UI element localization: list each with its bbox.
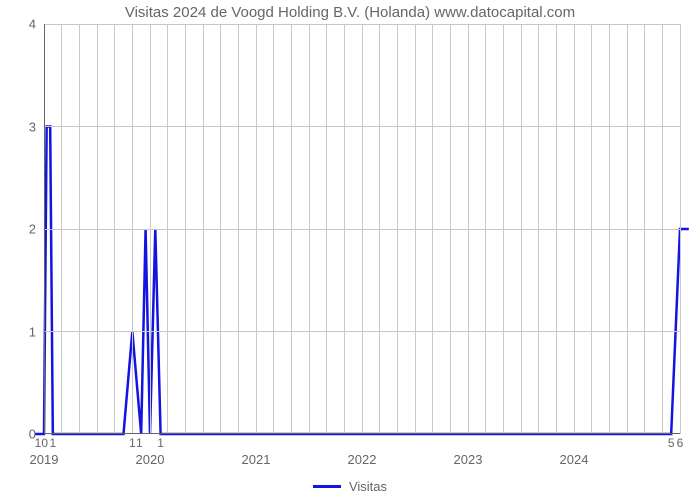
legend: Visitas <box>0 478 700 494</box>
chart-container: Visitas 2024 de Voogd Holding B.V. (Hola… <box>0 0 700 500</box>
data-point-label: 10 <box>35 436 48 450</box>
y-tick-label: 1 <box>29 324 36 339</box>
gridline-vertical <box>150 24 151 434</box>
gridline-vertical <box>503 24 504 434</box>
gridline-vertical <box>114 24 115 434</box>
gridline-vertical <box>97 24 98 434</box>
gridline-vertical <box>556 24 557 434</box>
gridline-vertical <box>644 24 645 434</box>
gridline-vertical <box>185 24 186 434</box>
gridline-vertical <box>662 24 663 434</box>
x-tick-label: 2020 <box>136 452 165 467</box>
gridline-vertical <box>362 24 363 434</box>
gridline-vertical <box>79 24 80 434</box>
gridline-vertical <box>256 24 257 434</box>
gridline-vertical <box>61 24 62 434</box>
gridline-vertical <box>432 24 433 434</box>
data-point-label: 5 <box>668 436 675 450</box>
chart-title: Visitas 2024 de Voogd Holding B.V. (Hola… <box>0 4 700 21</box>
x-tick-label: 2019 <box>30 452 59 467</box>
gridline-vertical <box>344 24 345 434</box>
gridline-vertical <box>574 24 575 434</box>
x-tick-label: 2023 <box>454 452 483 467</box>
gridline-vertical <box>203 24 204 434</box>
data-point-label: 1 <box>49 436 56 450</box>
gridline-vertical <box>609 24 610 434</box>
data-point-label: 1 <box>157 436 164 450</box>
gridline-vertical <box>627 24 628 434</box>
plot-area: 0123420192020202120222023202410111156 <box>44 24 680 434</box>
gridline-vertical <box>415 24 416 434</box>
gridline-vertical <box>220 24 221 434</box>
gridline-vertical <box>485 24 486 434</box>
y-tick-label: 3 <box>29 119 36 134</box>
x-tick-label: 2024 <box>560 452 589 467</box>
x-tick-label: 2022 <box>348 452 377 467</box>
gridline-vertical <box>132 24 133 434</box>
gridline-vertical <box>468 24 469 434</box>
gridline-vertical <box>591 24 592 434</box>
gridline-vertical <box>450 24 451 434</box>
data-point-label: 1 <box>129 436 136 450</box>
gridline-vertical <box>167 24 168 434</box>
gridline-vertical <box>238 24 239 434</box>
gridline-vertical <box>273 24 274 434</box>
legend-swatch <box>313 485 341 488</box>
data-point-label: 1 <box>136 436 143 450</box>
data-point-label: 6 <box>677 436 684 450</box>
gridline-vertical <box>326 24 327 434</box>
x-tick-label: 2021 <box>242 452 271 467</box>
gridline-vertical <box>397 24 398 434</box>
gridline-vertical <box>309 24 310 434</box>
gridline-vertical <box>680 24 681 434</box>
x-axis-line <box>44 433 680 434</box>
gridline-vertical <box>379 24 380 434</box>
gridline-vertical <box>291 24 292 434</box>
y-axis-line <box>44 24 45 434</box>
legend-label: Visitas <box>349 479 387 494</box>
gridline-vertical <box>538 24 539 434</box>
y-tick-label: 2 <box>29 222 36 237</box>
gridline-vertical <box>521 24 522 434</box>
y-tick-label: 4 <box>29 17 36 32</box>
